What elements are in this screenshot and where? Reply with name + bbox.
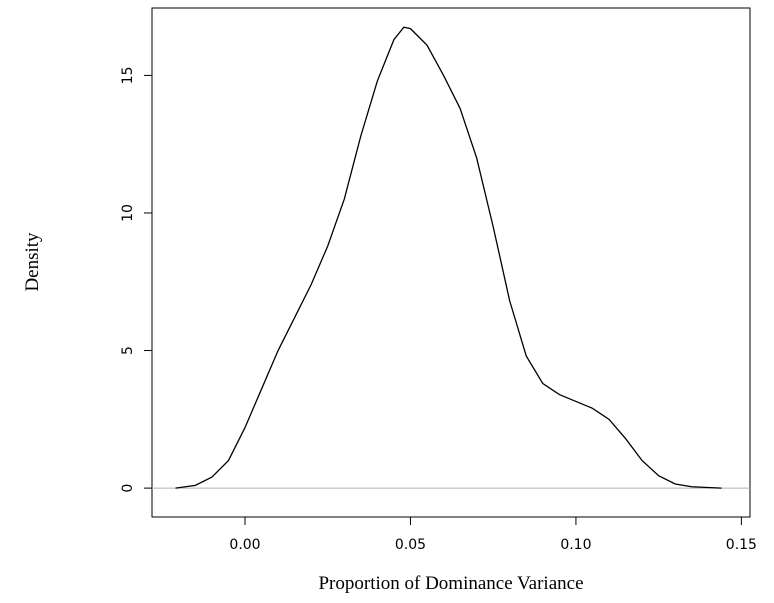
y-tick-label: 10 [120,204,136,222]
y-axis-label: Density [22,232,43,292]
y-tick-label: 5 [120,346,136,355]
x-tick-label: 0.15 [726,537,757,553]
density-line [175,26,722,489]
plot-frame [151,7,751,518]
x-tick-label: 0.10 [560,537,591,553]
y-tick-label: 0 [120,484,136,493]
x-axis-label: Proportion of Dominance Variance [318,573,583,594]
x-tick-label: 0.05 [395,537,426,553]
y-tick-label: 15 [120,66,136,84]
x-tick-label: 0.00 [229,537,260,553]
